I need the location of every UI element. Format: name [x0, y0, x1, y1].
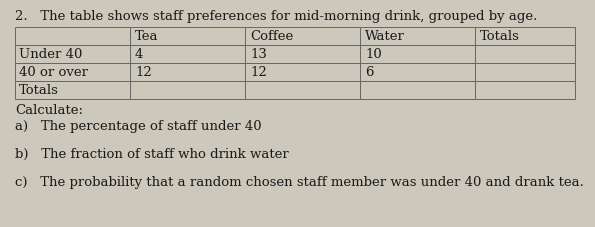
Text: 10: 10 [365, 48, 382, 61]
Bar [360, 82, 475, 100]
Bar [360, 64, 475, 82]
Text: Totals: Totals [19, 84, 59, 97]
Bar [15, 28, 130, 46]
Bar [130, 82, 245, 100]
Bar [15, 64, 130, 82]
Bar [360, 28, 475, 46]
Bar [475, 28, 575, 46]
Text: 4: 4 [135, 48, 143, 61]
Text: Under 40: Under 40 [19, 48, 82, 61]
Text: 40 or over: 40 or over [19, 66, 88, 79]
Bar [360, 46, 475, 64]
Text: Tea: Tea [135, 30, 158, 43]
Text: 12: 12 [250, 66, 267, 79]
Bar [15, 46, 130, 64]
Text: 13: 13 [250, 48, 267, 61]
Text: b)   The fraction of staff who drink water: b) The fraction of staff who drink water [15, 147, 289, 160]
Bar [245, 64, 360, 82]
Text: a)   The percentage of staff under 40: a) The percentage of staff under 40 [15, 119, 262, 132]
Bar [15, 82, 130, 100]
Bar [245, 28, 360, 46]
Text: Water: Water [365, 30, 405, 43]
Bar [130, 28, 245, 46]
Bar [130, 46, 245, 64]
Text: Calculate:: Calculate: [15, 104, 83, 116]
Bar [475, 64, 575, 82]
Bar [475, 46, 575, 64]
Bar [475, 82, 575, 100]
Bar [245, 82, 360, 100]
Text: 2.   The table shows staff preferences for mid-morning drink, grouped by age.: 2. The table shows staff preferences for… [15, 10, 537, 23]
Text: Totals: Totals [480, 30, 520, 43]
Text: c)   The probability that a random chosen staff member was under 40 and drank te: c) The probability that a random chosen … [15, 175, 584, 188]
Text: 12: 12 [135, 66, 152, 79]
Bar [245, 46, 360, 64]
Text: 6: 6 [365, 66, 374, 79]
Bar [130, 64, 245, 82]
Text: Coffee: Coffee [250, 30, 293, 43]
